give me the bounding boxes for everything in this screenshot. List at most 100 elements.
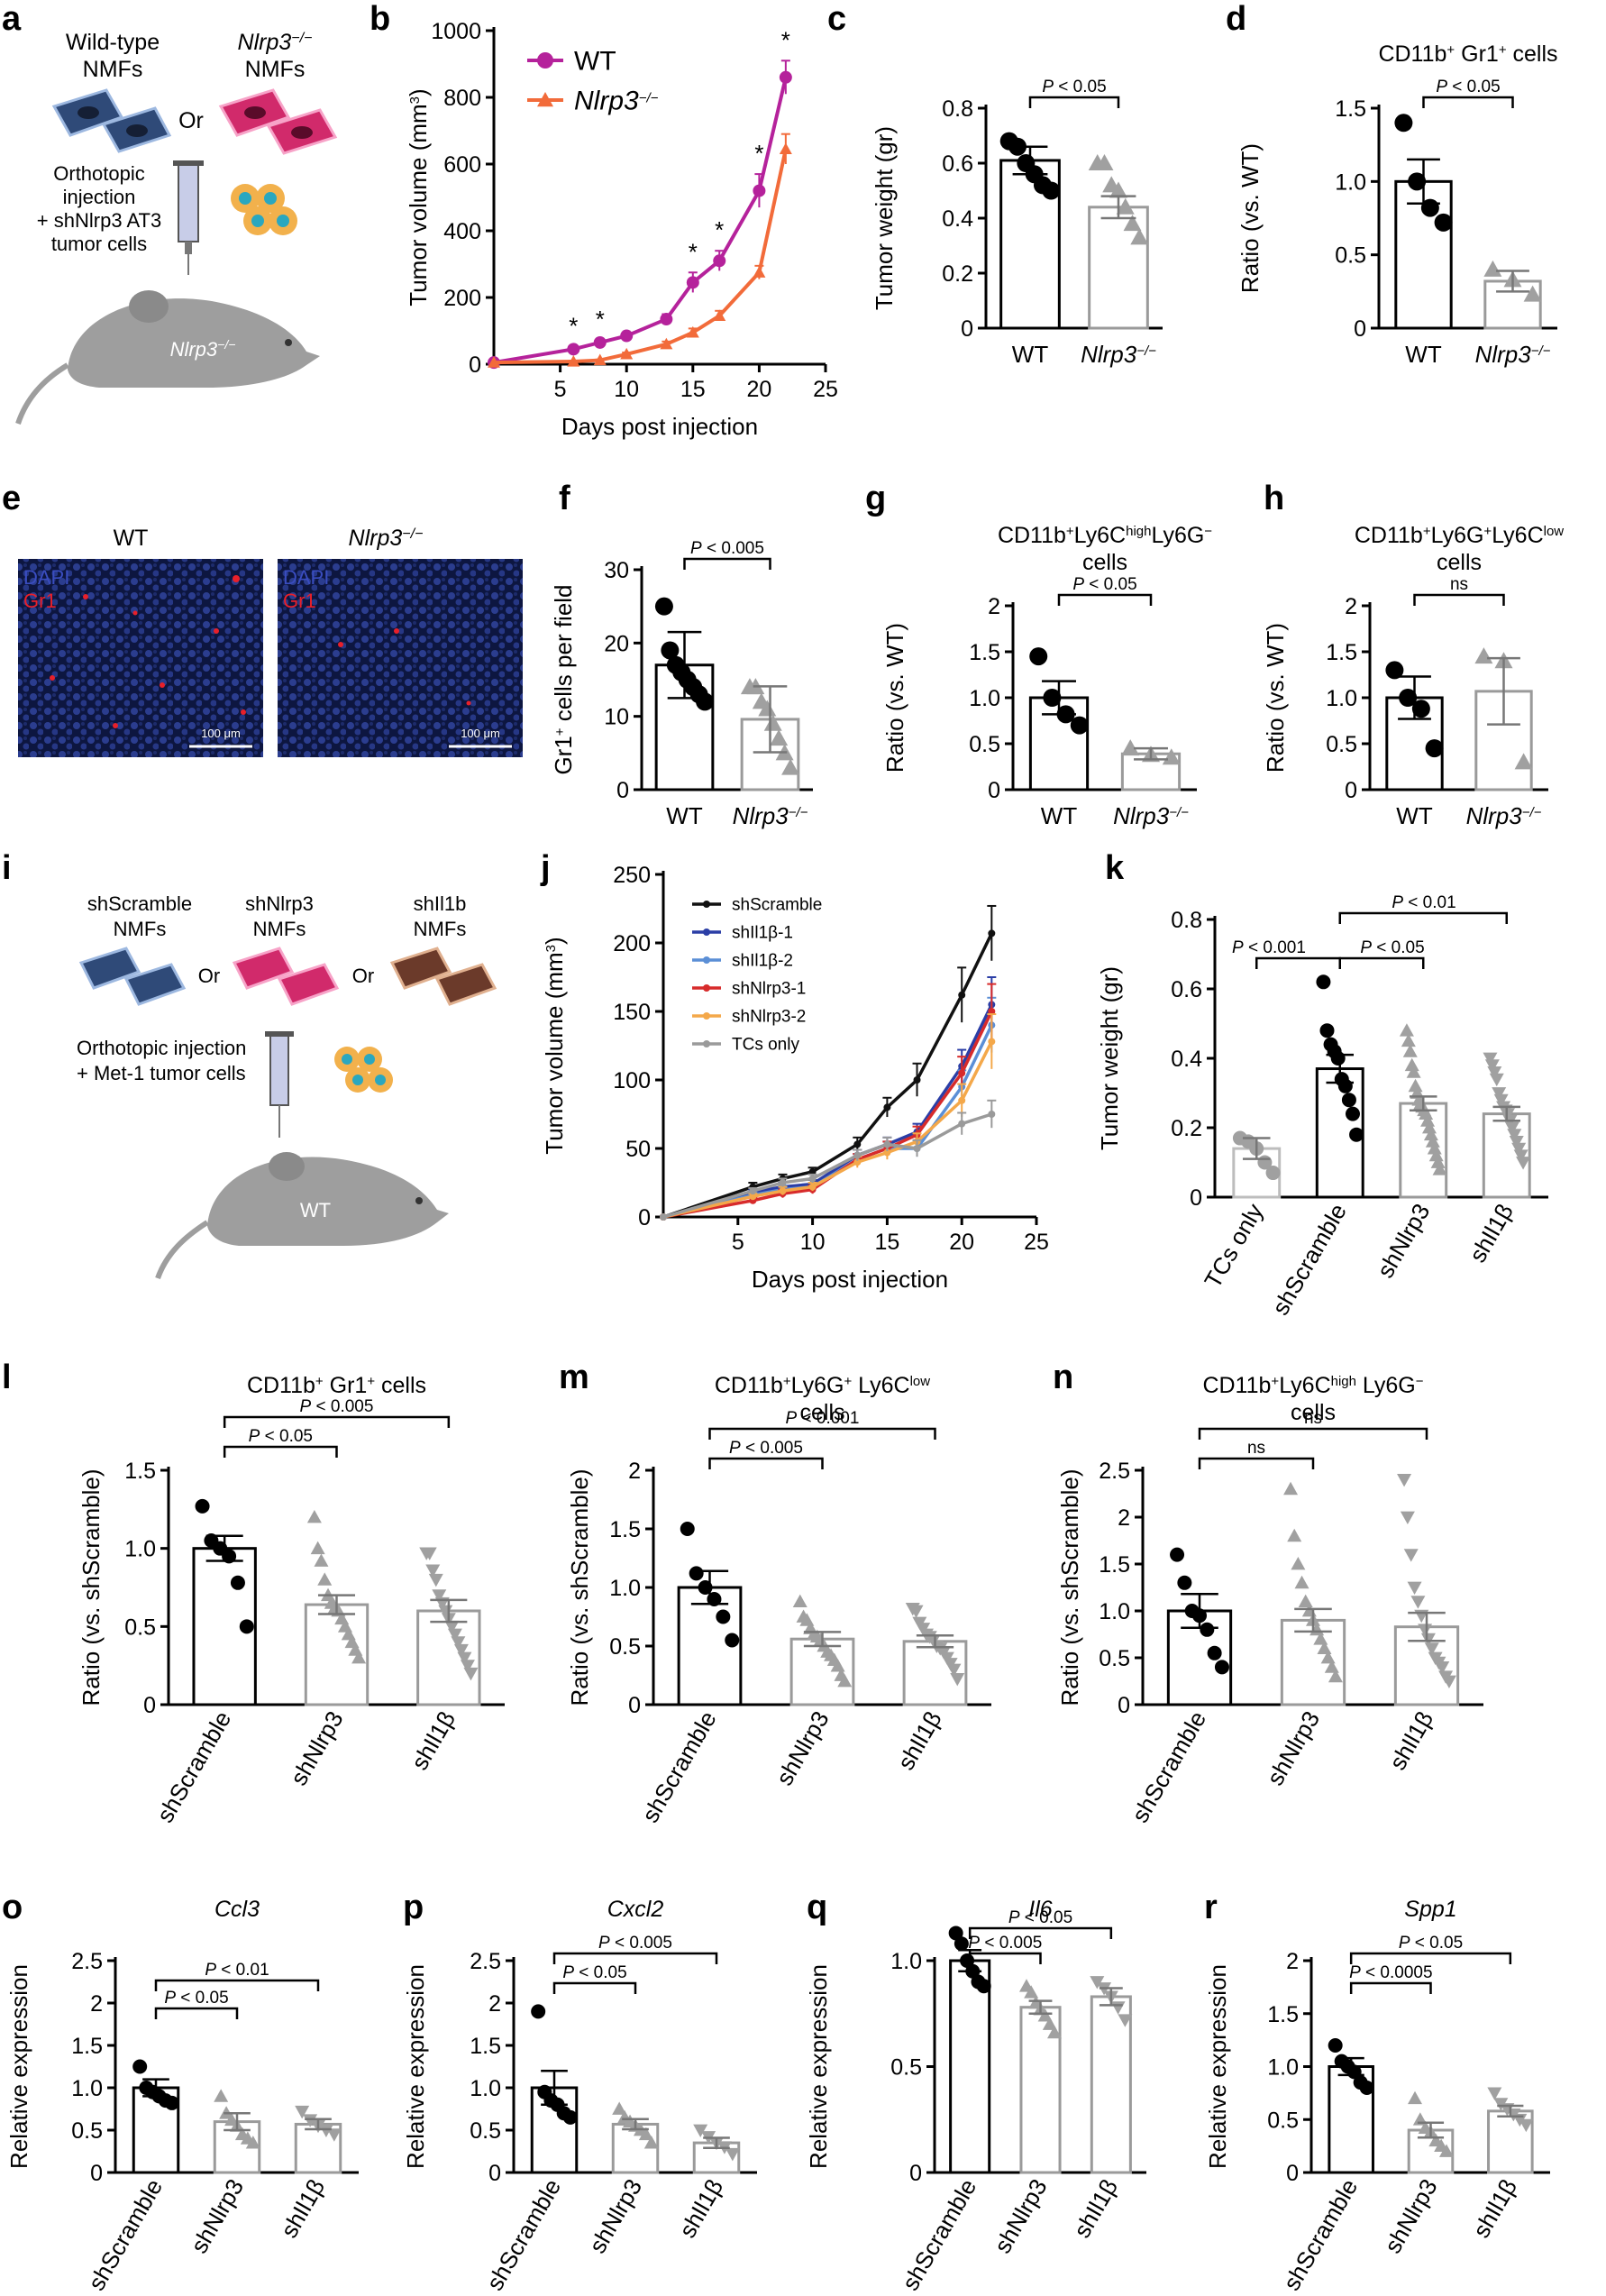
- y-tick-label: 400: [443, 219, 481, 244]
- chart-title: Spp1: [1404, 1897, 1456, 1922]
- micrograph-title-ko: Nlrp3−/−: [349, 526, 424, 551]
- y-tick-label: 0.5: [124, 1615, 156, 1640]
- x-tick-label: WT: [1405, 341, 1442, 368]
- comparison-bracket: [968, 1926, 1113, 1939]
- gr1-label-ko: Gr1: [283, 590, 316, 612]
- data-point: [1162, 748, 1181, 765]
- data-point: [1427, 1141, 1442, 1155]
- data-point: [883, 1148, 891, 1157]
- data-point: [1514, 753, 1533, 770]
- micrographs-e: WT Nlrp3−/− DAPI Gr1 100 μm DAPI Gr1 100…: [18, 526, 523, 757]
- comparison-bracket: [1057, 593, 1153, 606]
- x-tick-label: 5: [732, 1230, 744, 1255]
- y-tick-label: 0: [1190, 1185, 1202, 1211]
- p-value-label: ns: [1304, 1409, 1322, 1428]
- p-value-label: P < 0.05: [1042, 78, 1106, 96]
- data-point: [908, 1605, 924, 1618]
- data-point: [988, 929, 996, 938]
- data-point: [351, 1651, 367, 1664]
- ko-fibroblast-icon: [218, 88, 338, 155]
- panel-letter-o: o: [2, 1889, 23, 1926]
- legend-label: shNlrp3-2: [732, 1008, 806, 1027]
- significance-star: *: [754, 140, 763, 167]
- chart-o: 0 0.5 1.0 1.5 2 2.5 shScramble shNlrp3 shIl1β P <…: [5, 1897, 359, 2295]
- data-point: [444, 1620, 460, 1634]
- chart-l: 0 0.5 1.0 1.5 shScramble shNlrp3 shIl1β P < 0.0…: [78, 1373, 505, 1827]
- chart-j: 0 50 100 150 200 250 5 10 15 20 25 Days post inject…: [541, 863, 1049, 1293]
- x-tick-label: shNlrp3: [1379, 2174, 1443, 2258]
- scale-bar-label-ko: 100 μm: [461, 727, 500, 740]
- x-tick-label: shScramble: [1266, 1199, 1352, 1320]
- x-tick-label: 15: [680, 377, 706, 402]
- y-axis-label: Relative expression: [402, 1964, 429, 2169]
- data-point: [1024, 1985, 1039, 1999]
- y-tick-label: 250: [613, 863, 651, 888]
- panel-letters: a b c d e f g h i j k l m n o p q r: [2, 0, 1284, 1926]
- p-value-label: P < 0.05: [1399, 1934, 1463, 1953]
- data-point: [958, 1120, 966, 1128]
- x-tick-label: shScramble: [481, 2174, 567, 2295]
- data-point: [686, 325, 699, 338]
- y-tick-label: 0.5: [470, 2118, 501, 2144]
- data-point: [457, 1651, 472, 1665]
- data-point: [620, 329, 634, 343]
- series-line: [662, 1040, 993, 1219]
- data-point: [770, 729, 789, 746]
- y-tick-label: 0: [909, 2161, 922, 2186]
- shnlrp3-nmf: NMFs: [253, 918, 306, 940]
- chart-n: 0 0.5 1.0 1.5 2 2.5 shScramble shNlrp3 shIl1β ns n…: [1056, 1373, 1483, 1827]
- data-point: [164, 2095, 179, 2110]
- y-tick-label: 0: [628, 1693, 641, 1718]
- y-tick-label: 1.5: [124, 1459, 156, 1484]
- data-point: [1294, 1575, 1309, 1589]
- data-point: [562, 2109, 578, 2125]
- data-point: [1341, 1093, 1356, 1108]
- micrograph-title-wt: WT: [114, 526, 149, 551]
- x-tick-label: WT: [1396, 802, 1433, 829]
- chart-title: CD11b+ Gr1+ cells: [247, 1373, 426, 1398]
- shil1b-nmf: NMFs: [414, 918, 467, 940]
- legend-marker: [703, 928, 710, 936]
- x-tick-label: shIl1β: [673, 2174, 728, 2243]
- data-point: [214, 2089, 229, 2102]
- data-point: [654, 597, 673, 616]
- data-point: [779, 1187, 787, 1195]
- series-line: [662, 1112, 992, 1219]
- data-point: [453, 1643, 469, 1658]
- data-point: [1328, 2038, 1343, 2053]
- legend-label: shScramble: [732, 896, 822, 915]
- ko-nmf-sub: NMFs: [245, 57, 306, 82]
- data-point: [779, 1179, 787, 1186]
- comparison-bracket: [1198, 1427, 1428, 1440]
- series-line: [662, 1024, 993, 1219]
- comparison-bracket: [1422, 96, 1514, 108]
- y-tick-label: 0: [90, 2161, 103, 2186]
- y-tick-label: 1.0: [969, 686, 1000, 711]
- data-point: [988, 1038, 996, 1046]
- injection-text-3: + shNlrp3 AT3: [37, 209, 161, 232]
- x-tick-label: shIl1β: [275, 2174, 330, 2243]
- data-point: [1401, 1033, 1416, 1047]
- chart-f: 0 10 20 30 WT Nlrp3−/− P < 0.005 Gr1+ cells per…: [550, 539, 813, 829]
- y-tick-label: 2.5: [1099, 1459, 1130, 1484]
- data-point: [432, 1589, 447, 1603]
- chart-q: 0 0.5 1.0 shScramble shNlrp3 shIl1β P < 0.005 P…: [805, 1897, 1146, 2295]
- comparison-bracket: [1255, 956, 1341, 969]
- data-point: [531, 2004, 546, 2019]
- panel-letter-j: j: [540, 849, 551, 887]
- tumor-cells-icon: [231, 184, 297, 235]
- data-point: [1399, 1023, 1414, 1037]
- dapi-label-wt: DAPI: [23, 566, 69, 589]
- y-tick-label: 0.5: [1099, 1646, 1130, 1671]
- comparison-bracket: [683, 557, 771, 570]
- p-value-label: P < 0.001: [1232, 938, 1306, 957]
- panel-letter-i: i: [2, 849, 12, 887]
- data-point: [716, 1609, 731, 1624]
- significance-star: *: [569, 312, 578, 339]
- data-point: [1070, 716, 1089, 735]
- data-point: [1428, 1148, 1444, 1162]
- comparison-bracket: [968, 1952, 1042, 1964]
- y-tick-label: 100: [613, 1068, 651, 1093]
- data-point: [1042, 2017, 1057, 2030]
- gr1-label-wt: Gr1: [23, 590, 57, 612]
